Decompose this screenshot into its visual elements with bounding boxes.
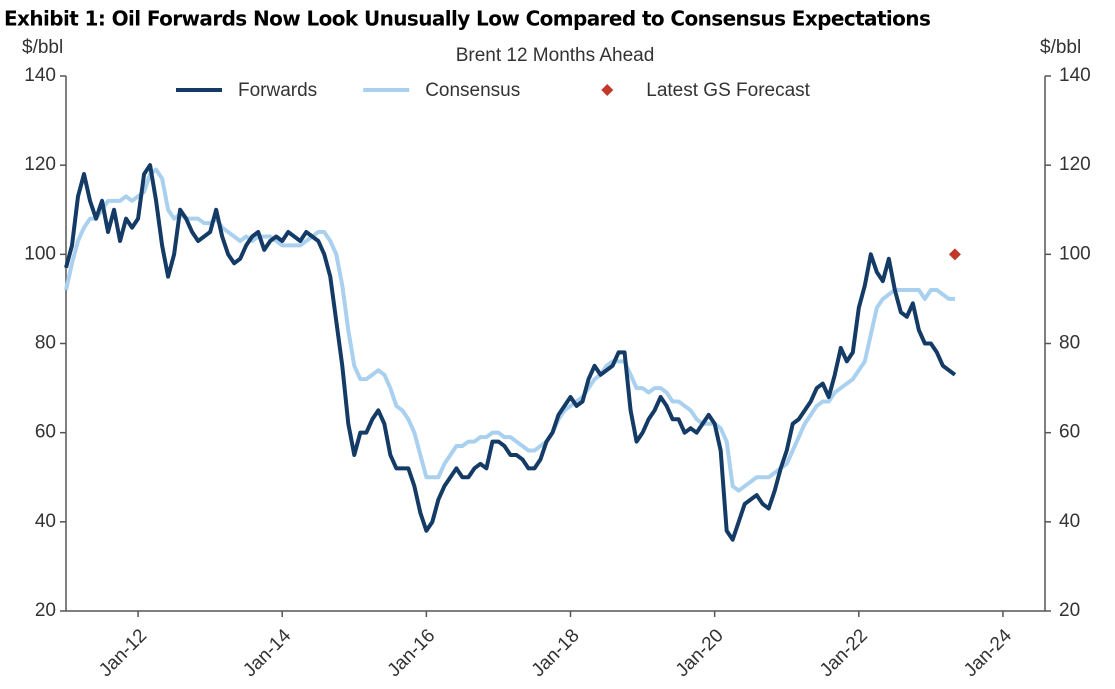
- y-tick-label: 60: [35, 422, 56, 443]
- y2-tick-label: 100: [1059, 243, 1091, 264]
- y-axis-label: $/bbl: [22, 37, 63, 58]
- y2-axis-label: $/bbl: [1040, 37, 1081, 58]
- legend-swatch: [601, 84, 614, 96]
- legend-label: Latest GS Forecast: [646, 80, 810, 101]
- x-tick-label: Jan-18: [528, 625, 584, 681]
- y-tick-label: 120: [24, 154, 56, 175]
- y-tick-label: 80: [35, 333, 56, 354]
- y2-tick-label: 80: [1059, 333, 1080, 354]
- y-tick-label: 140: [24, 65, 56, 86]
- series-line: [64, 163, 957, 542]
- x-tick-label: Jan-16: [384, 625, 440, 681]
- y2-tick-label: 40: [1059, 511, 1080, 532]
- legend-label: Forwards: [238, 80, 317, 101]
- x-tick-label: Jan-20: [672, 625, 728, 681]
- y2-tick-label: 20: [1059, 600, 1080, 621]
- y-tick-label: 40: [35, 511, 56, 532]
- y2-tick-label: 120: [1059, 154, 1091, 175]
- y2-tick-label: 140: [1059, 65, 1091, 86]
- x-tick-label: Jan-12: [95, 625, 151, 681]
- series-line: [64, 167, 955, 493]
- chart-title: Exhibit 1: Oil Forwards Now Look Unusual…: [4, 7, 930, 31]
- x-tick-label: Jan-24: [960, 625, 1016, 681]
- x-tick-label: Jan-14: [239, 625, 295, 681]
- forecast-marker: [948, 248, 961, 261]
- x-tick-label: Jan-22: [816, 625, 872, 681]
- legend-label: Consensus: [425, 80, 520, 101]
- y-tick-label: 20: [35, 600, 56, 621]
- y2-tick-label: 60: [1059, 422, 1080, 443]
- y-tick-label: 100: [24, 243, 56, 264]
- chart-subtitle: Brent 12 Months Ahead: [456, 45, 655, 66]
